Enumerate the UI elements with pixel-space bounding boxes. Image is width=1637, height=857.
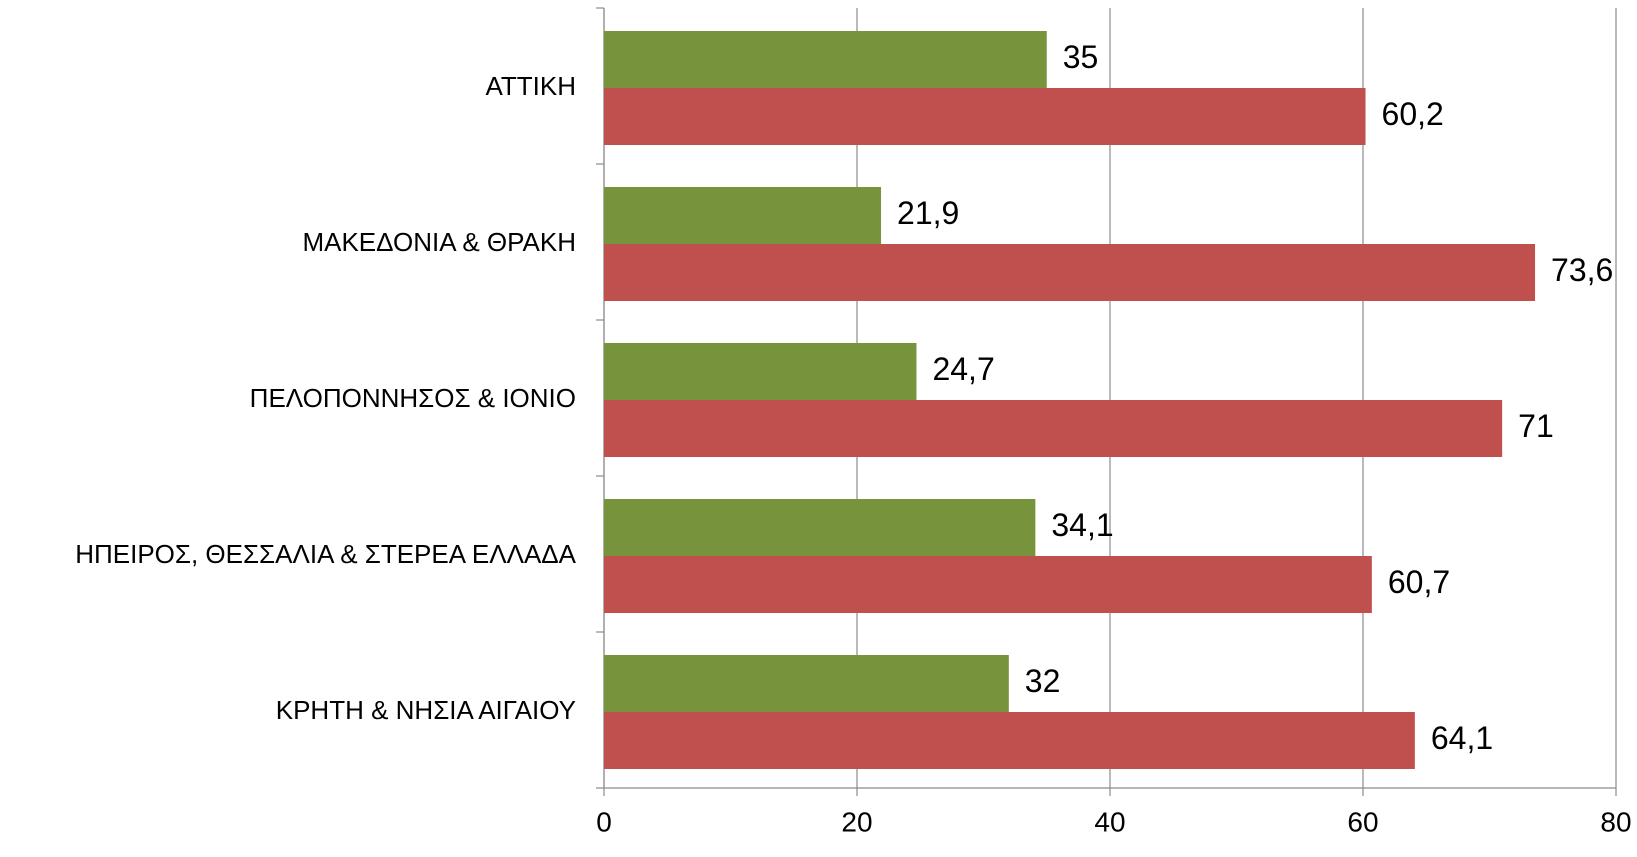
y-tick-label: ΚΡΗΤΗ & ΝΗΣΙΑ ΑΙΓΑΙΟΥ (276, 695, 576, 725)
x-tick-label: 20 (841, 806, 872, 837)
data-label: 34,1 (1051, 507, 1113, 543)
data-label: 60,7 (1388, 564, 1450, 600)
bar (604, 187, 882, 244)
data-label: 73,6 (1551, 252, 1613, 288)
y-tick-label: ΑΤΤΙΚΗ (485, 71, 576, 101)
data-label: 71 (1518, 408, 1554, 444)
data-label: 32 (1025, 663, 1061, 699)
bar (604, 556, 1372, 613)
data-label: 35 (1063, 39, 1099, 75)
data-label: 60,2 (1382, 96, 1444, 132)
data-label: 21,9 (897, 195, 959, 231)
y-tick-label: ΗΠΕΙΡΟΣ, ΘΕΣΣΑΛΙΑ & ΣΤΕΡΕΑ ΕΛΛΑΔΑ (75, 539, 576, 569)
bar (604, 31, 1047, 88)
bar (604, 655, 1009, 712)
x-tick-label: 40 (1094, 806, 1125, 837)
bar (604, 244, 1536, 301)
bar (604, 712, 1415, 769)
data-label: 24,7 (932, 351, 994, 387)
bar (604, 499, 1036, 556)
x-tick-label: 0 (596, 806, 612, 837)
y-tick-label: ΜΑΚΕΔΟΝΙΑ & ΘΡΑΚΗ (302, 227, 576, 257)
x-tick-label: 80 (1600, 806, 1631, 837)
y-tick-label: ΠΕΛΟΠΟΝΝΗΣΟΣ & ΙΟΝΙΟ (250, 383, 576, 413)
bar (604, 400, 1503, 457)
bar (604, 343, 917, 400)
data-label: 64,1 (1431, 720, 1493, 756)
x-tick-label: 60 (1347, 806, 1378, 837)
bar (604, 88, 1366, 145)
